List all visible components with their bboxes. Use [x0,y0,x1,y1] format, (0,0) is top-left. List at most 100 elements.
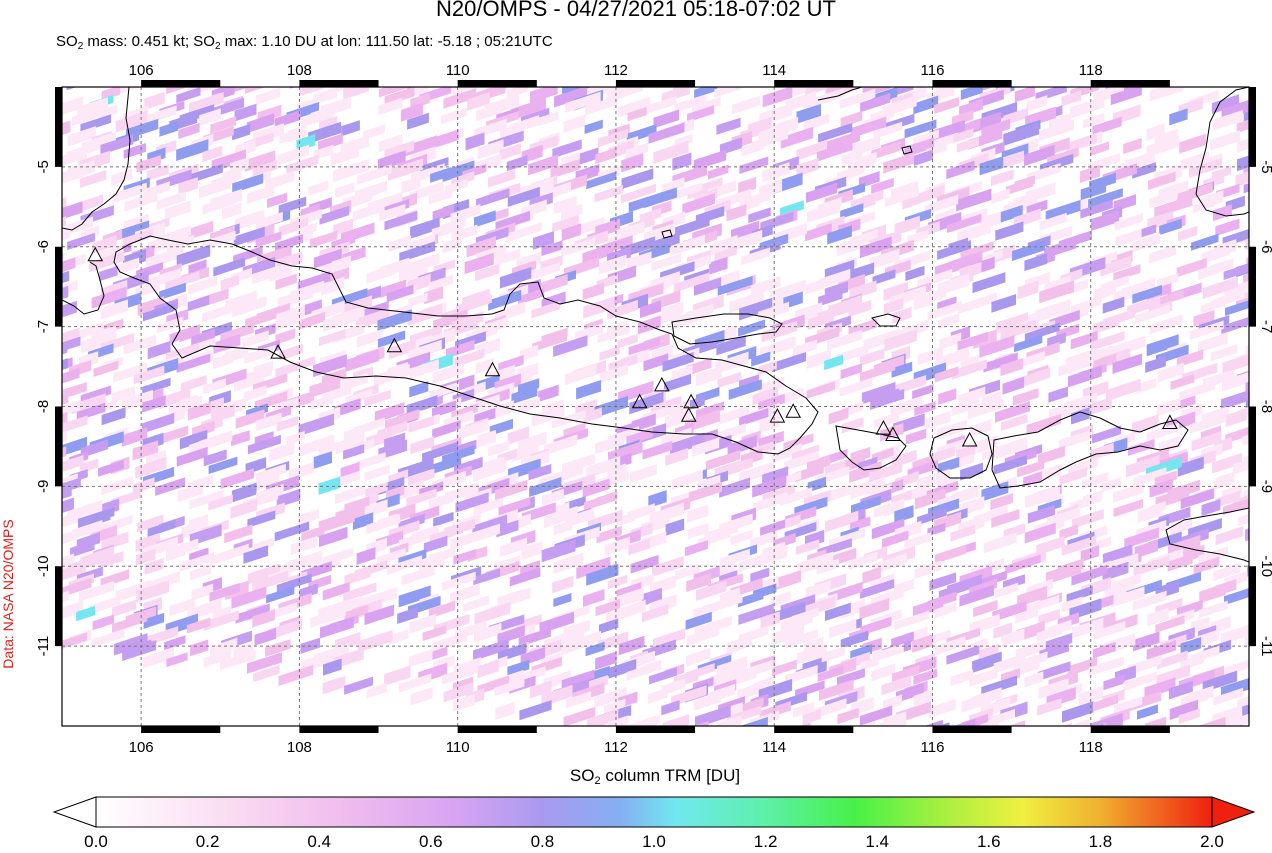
so2-pixel [1132,284,1162,304]
so2-pixel [583,407,602,423]
so2-pixel [709,256,728,275]
so2-pixel [398,585,431,608]
so2-pixel [719,548,750,568]
so2-pixel [741,697,764,713]
so2-pixel [758,125,779,142]
so2-pixel [575,216,605,236]
so2-pixel [561,152,580,167]
so2-pixel [25,0,48,12]
so2-pixel [176,244,211,268]
so2-pixel [956,188,992,212]
so2-pixel [554,195,577,215]
colorbar-tick-label: 1.4 [865,832,890,851]
so2-pixel [155,11,185,32]
so2-pixel [693,602,715,620]
so2-pixel [1256,188,1272,211]
so2-pixel [512,63,539,80]
frame-bar-left [55,406,62,487]
so2-pixel [169,597,195,617]
so2-pixel [24,603,58,623]
so2-pixel [235,44,271,66]
so2-pixel [344,27,376,46]
so2-pixel [364,604,395,626]
so2-pixel [111,168,133,186]
so2-pixel [928,629,951,645]
so2-pixel [628,538,650,556]
so2-pixel [651,253,682,272]
so2-pixel [849,461,882,483]
colorbar-tick-label: 0.0 [84,832,108,851]
so2-pixel [869,87,896,88]
so2-pixel [693,277,722,296]
so2-pixel [1090,141,1109,156]
so2-pixel [1225,298,1249,316]
so2-pixel [1210,130,1241,151]
so2-pixel [737,34,756,48]
so2-pixel [675,25,695,42]
so2-pixel [124,34,147,50]
so2-pixel [377,309,412,332]
so2-pixel [937,457,960,474]
so2-pixel [62,257,76,275]
so2-pixel [732,95,761,115]
so2-pixel [142,395,166,413]
so2-pixel [233,226,265,247]
so2-pixel [1027,504,1055,524]
so2-pixel [379,203,406,222]
so2-pixel [1155,615,1185,634]
colorbar-under-arrow [52,796,97,828]
so2-pixel [298,508,319,526]
so2-pixel [1256,221,1272,242]
so2-pixel [62,120,71,141]
so2-pixel [1170,518,1193,536]
so2-pixel [561,669,595,689]
so2-pixel [1026,95,1048,112]
so2-pixel [187,4,222,26]
so2-pixel [1157,362,1185,383]
so2-pixel [1146,640,1176,660]
so2-pixel [1145,355,1166,373]
so2-pixel [507,186,540,207]
coast-bali [835,425,907,471]
so2-pixel [534,64,562,84]
so2-pixel [62,530,76,546]
so2-pixel [100,134,134,155]
so2-pixel [76,402,106,422]
so2-pixel [384,432,406,450]
so2-pixel [220,649,256,671]
so2-pixel [62,511,79,529]
so2-pixel [71,322,104,342]
so2-pixel [213,333,241,355]
so2-pixel [1199,583,1226,604]
so2-pixel [159,121,178,137]
so2-pixel [872,714,907,726]
so2-pixel [308,180,329,196]
so2-pixel [89,54,119,74]
so2-pixel [1215,218,1240,237]
so2-pixel [76,605,95,622]
so2-pixel [335,53,370,76]
so2-pixel [563,114,586,133]
so2-pixel [784,629,818,649]
so2-pixel [518,396,540,414]
so2-pixel [685,648,711,667]
so2-pixel [594,185,623,203]
so2-pixel [353,58,383,78]
so2-pixel [1082,471,1109,489]
volcano-marker [885,426,901,441]
so2-pixel [1093,282,1117,301]
so2-pixel [113,633,148,656]
so2-pixel [1026,413,1062,435]
so2-pixel [1024,253,1048,272]
so2-pixel [1267,376,1272,396]
so2-pixel [375,25,402,44]
so2-pixel [1233,741,1269,764]
so2-pixel [1061,596,1083,613]
so2-pixel [696,727,723,747]
so2-pixel [156,316,184,334]
so2-pixel [816,140,853,162]
so2-pixel [1071,508,1104,529]
so2-pixel [274,521,310,542]
so2-pixel [1111,586,1145,608]
so2-pixel [180,374,207,393]
